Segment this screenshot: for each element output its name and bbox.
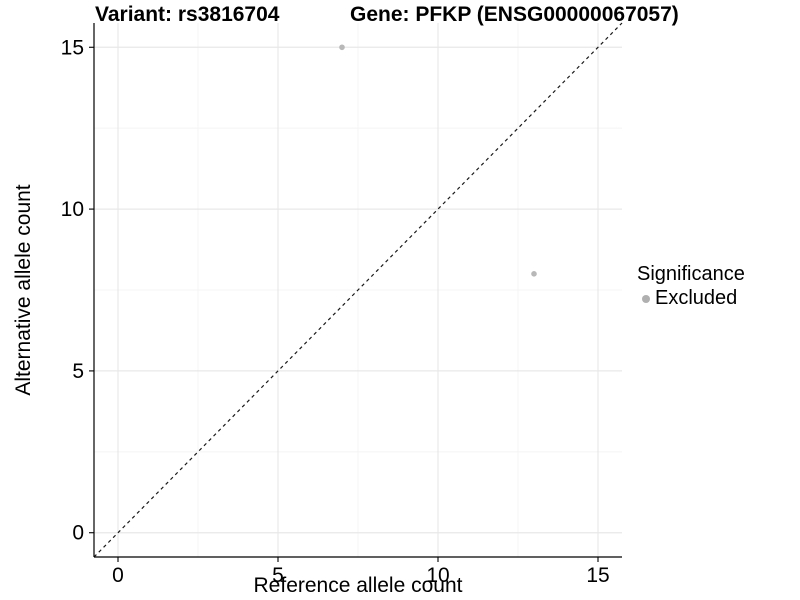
legend-key-dot-icon <box>642 294 650 303</box>
x-tick-label: 15 <box>586 564 609 587</box>
data-point <box>339 44 345 51</box>
y-tick-label: 0 <box>72 522 84 545</box>
y-tick-label: 10 <box>61 198 84 221</box>
y-axis-title: Alternative allele count <box>12 184 35 396</box>
identity-dashed-line <box>93 22 623 558</box>
variant-title: Variant: rs3816704 <box>95 3 280 26</box>
x-tick-label: 10 <box>426 564 449 587</box>
data-point <box>531 271 537 277</box>
gene-title: Gene: PFKP (ENSG00000067057) <box>350 3 679 26</box>
y-tick-label: 5 <box>72 360 84 383</box>
legend-title: Significance <box>637 263 745 285</box>
y-tick-label: 15 <box>61 36 84 59</box>
legend-item-label: Excluded <box>655 287 738 309</box>
legend-item-excluded: Excluded <box>637 287 745 310</box>
x-tick-label: 0 <box>112 564 124 587</box>
x-tick-label: 5 <box>272 564 284 587</box>
legend: Significance Excluded <box>637 262 745 310</box>
x-axis-title: Reference allele count <box>253 574 463 597</box>
